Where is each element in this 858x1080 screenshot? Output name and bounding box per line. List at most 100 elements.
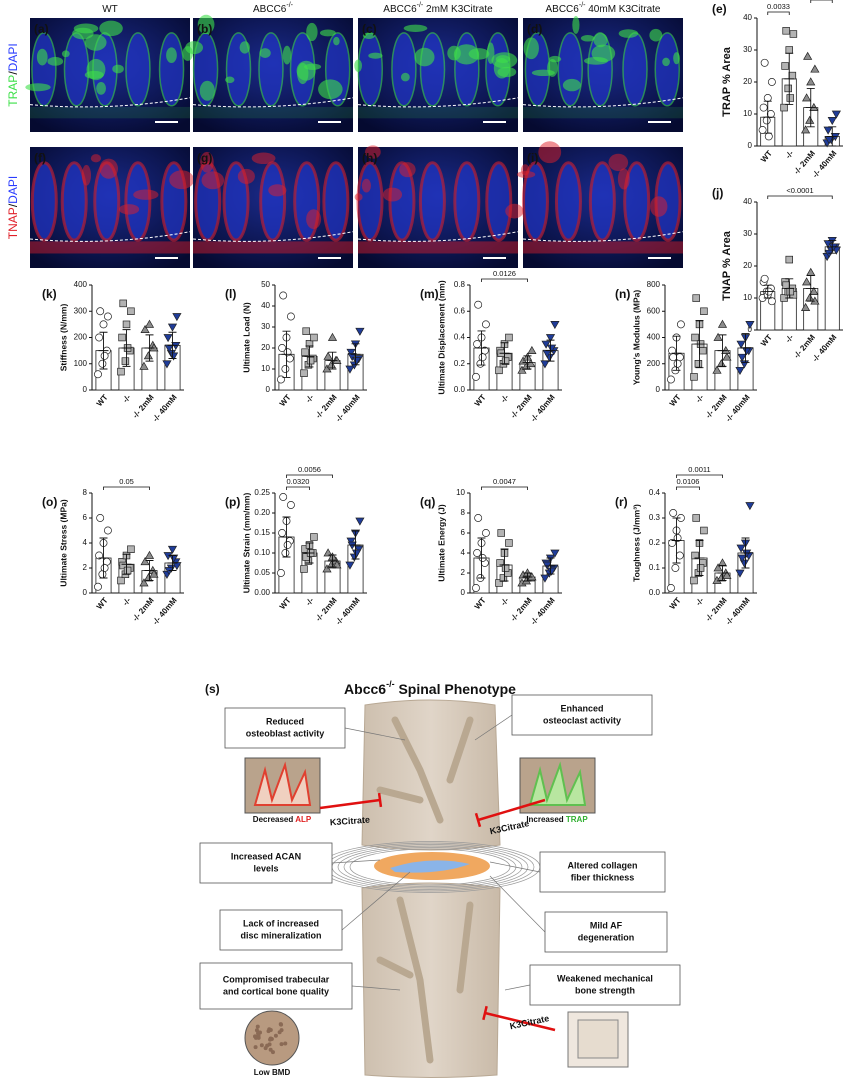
significance-bracket: [286, 486, 310, 490]
point: [785, 46, 793, 54]
point: [542, 561, 552, 570]
point: [547, 344, 557, 353]
stain-blob: [523, 37, 539, 60]
point: [121, 357, 130, 365]
villus: [554, 161, 582, 242]
villus: [258, 32, 284, 107]
point: [140, 324, 150, 333]
point: [332, 355, 342, 364]
point: [671, 564, 680, 572]
caption-text: Decreased: [253, 815, 295, 824]
point: [169, 554, 179, 563]
point: [473, 549, 482, 557]
y-tick-label: 4: [461, 548, 466, 557]
y-tick-label: 6: [461, 528, 466, 537]
point: [805, 115, 815, 124]
bmd-pore: [268, 1037, 273, 1042]
point: [722, 570, 732, 579]
p-value: 0.0047: [493, 477, 516, 486]
y-axis-label: Ultimate Stress (MPa): [58, 499, 68, 587]
error-bar: [476, 330, 487, 366]
bmd-pore: [268, 1047, 273, 1052]
x-tick-label: -/-: [304, 393, 316, 405]
counter-stain: DAPI: [6, 43, 20, 71]
error-bar: [121, 553, 132, 575]
point: [505, 539, 513, 547]
stain-blob: [399, 162, 416, 178]
point: [286, 501, 295, 509]
point: [737, 353, 747, 362]
error-bar: [717, 565, 728, 581]
panel-letter: (e): [712, 2, 727, 16]
point: [669, 509, 678, 517]
point: [691, 333, 699, 342]
header-base: ABCC6: [383, 4, 417, 15]
box-text: Reduced: [266, 716, 304, 726]
point: [780, 103, 788, 112]
column-header: WT: [102, 4, 118, 15]
point: [766, 110, 775, 118]
point: [788, 71, 797, 80]
inhibition-line: [477, 798, 546, 822]
treatment-label: K3Citrate: [330, 815, 371, 828]
y-axis-label: Ultimate Load (N): [241, 302, 251, 373]
error-bar: [476, 537, 487, 579]
significance-bracket: [810, 0, 833, 3]
y-tick-label: 0: [83, 588, 88, 597]
stain-blob: [251, 152, 276, 165]
stain-blob: [662, 57, 670, 67]
band: [193, 241, 353, 254]
stain-blob: [608, 153, 629, 172]
villus: [259, 161, 287, 242]
point: [478, 353, 487, 362]
x-tick-label: WT: [668, 596, 683, 611]
villus: [31, 32, 57, 107]
micrograph: [516, 141, 684, 268]
stain-blob: [112, 64, 124, 74]
point: [162, 360, 172, 369]
y-axis-label: Toughness (J/mm³): [631, 504, 641, 582]
leader: [344, 727, 406, 741]
x-tick-label: -/- 40mM: [151, 393, 179, 424]
error-bar: [304, 542, 315, 564]
villus: [357, 32, 383, 107]
point: [759, 103, 768, 112]
point: [540, 574, 550, 583]
micrograph: [354, 145, 524, 268]
point: [149, 569, 159, 578]
x-tick-label: -/-: [499, 596, 511, 608]
stain-blob: [583, 57, 608, 65]
point: [300, 565, 308, 573]
point: [310, 333, 318, 342]
growth-line: [522, 231, 684, 242]
point: [95, 551, 104, 560]
stain-blob: [362, 32, 375, 39]
panel-letter: (k): [42, 287, 57, 301]
x-tick-label: -/-: [784, 149, 796, 161]
point: [699, 346, 707, 355]
stain-blob: [453, 44, 480, 65]
bmd-pore: [255, 1024, 260, 1029]
point: [481, 529, 490, 537]
stain-label: TNAP/DAPI: [6, 176, 20, 239]
villus: [125, 32, 151, 107]
micrograph: [192, 147, 354, 268]
stain-blob: [531, 69, 555, 77]
box-text: Enhanced: [560, 703, 603, 713]
stain-blob: [81, 164, 92, 186]
stain-blob: [319, 29, 336, 37]
villus: [63, 32, 90, 107]
point: [690, 576, 698, 585]
text-box: [529, 964, 681, 1006]
y-tick-label: 10: [743, 109, 752, 118]
point: [345, 561, 355, 570]
point: [103, 312, 112, 321]
bmd-pore: [266, 1029, 271, 1034]
point: [668, 539, 677, 547]
point: [806, 267, 816, 276]
growth-line: [357, 231, 519, 242]
villus: [388, 161, 416, 242]
stain: TNAP: [6, 207, 20, 239]
x-tick-label: -/-: [694, 596, 706, 608]
point: [828, 243, 838, 252]
